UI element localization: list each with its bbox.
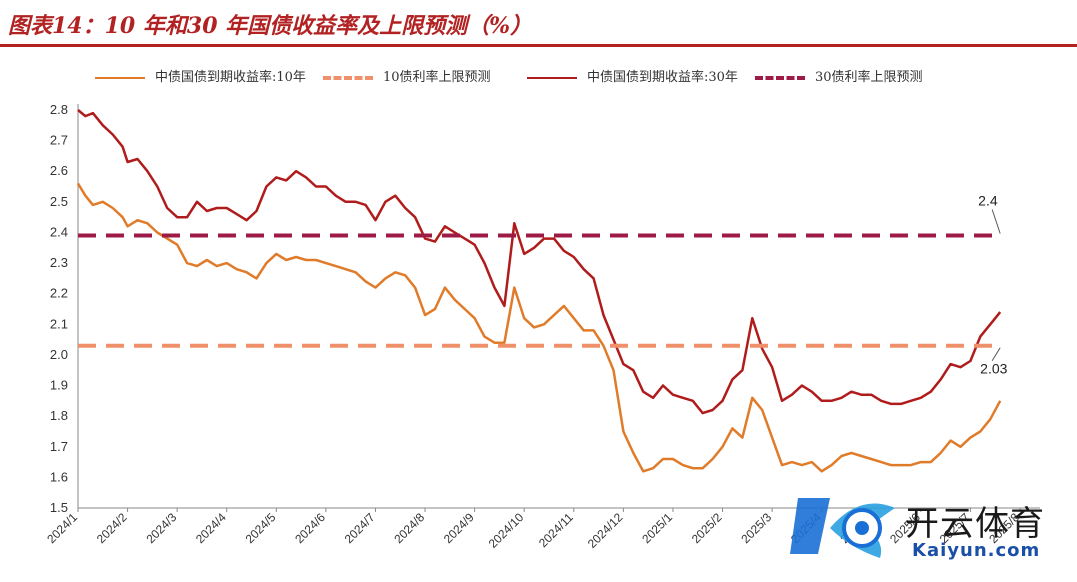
x-tick-label: 2024/3 [143, 510, 179, 546]
y-tick-label: 2.1 [50, 316, 68, 331]
x-tick-label: 2024/10 [486, 510, 527, 551]
legend-label-30y: 中债国债到期收益率:30年 [587, 70, 738, 85]
kaiyun-logo [790, 498, 895, 558]
x-tick-label: 2025/1 [639, 510, 675, 546]
legend-item-10y: 中债国债到期收益率:10年 [95, 66, 306, 85]
y-tick-label: 2.2 [50, 286, 68, 301]
annotation-label: 2.4 [978, 193, 998, 209]
chart-title: 图表14：10 年和30 年国债收益率及上限预测（%） [8, 13, 533, 39]
legend-item-10y-cap: 10债利率上限预测 [323, 66, 491, 85]
y-tick-label: 1.7 [50, 439, 68, 454]
x-tick-label: 2024/8 [391, 510, 427, 546]
x-tick-label: 2025/3 [738, 510, 774, 546]
y-tick-label: 1.6 [50, 469, 68, 484]
x-tick-label: 2024/1 [44, 510, 80, 546]
x-tick-label: 2024/11 [536, 510, 576, 550]
legend-label-10y: 中债国债到期收益率:10年 [155, 70, 306, 85]
y-tick-label: 2.8 [50, 102, 68, 117]
y-tick-label: 2.3 [50, 255, 68, 270]
legend-label-10y-cap: 10债利率上限预测 [383, 70, 491, 85]
legend-swatch-10y [95, 76, 145, 79]
legend-item-30y-cap: 30债利率上限预测 [755, 66, 923, 85]
annotation-label: 2.03 [980, 361, 1007, 377]
x-tick-label: 2024/9 [441, 510, 477, 546]
series-line-1 [77, 109, 1002, 415]
watermark-subtext: Kaiyun.com [912, 540, 1041, 561]
legend-label-30y-cap: 30债利率上限预测 [815, 70, 923, 85]
watermark-text: 开云体育 [905, 504, 1045, 544]
legend-swatch-10y-cap [323, 75, 373, 80]
y-tick-label: 1.8 [50, 408, 68, 423]
x-tick-label: 2024/4 [193, 510, 229, 546]
series-line-0 [76, 182, 1002, 473]
y-tick-label: 2.0 [50, 347, 68, 362]
x-tick-label: 2025/2 [689, 510, 725, 546]
legend-swatch-30y [527, 76, 577, 79]
y-tick-label: 2.6 [50, 163, 68, 178]
title-divider [0, 44, 1077, 47]
x-tick-label: 2024/5 [243, 510, 279, 546]
x-tick-label: 2024/2 [94, 510, 130, 546]
legend-swatch-30y-cap [755, 75, 805, 80]
y-tick-label: 2.7 [50, 133, 68, 148]
x-tick-label: 2024/12 [585, 510, 626, 551]
y-tick-label: 2.4 [50, 224, 68, 239]
legend-item-30y: 中债国债到期收益率:30年 [527, 66, 738, 85]
y-tick-label: 1.5 [50, 500, 68, 515]
y-tick-label: 1.9 [50, 378, 68, 393]
x-tick-label: 2024/6 [292, 510, 328, 546]
annotation-leader [991, 347, 1001, 362]
annotation-leader [991, 209, 1001, 234]
x-tick-label: 2024/7 [342, 510, 378, 546]
y-tick-label: 2.5 [50, 194, 68, 209]
